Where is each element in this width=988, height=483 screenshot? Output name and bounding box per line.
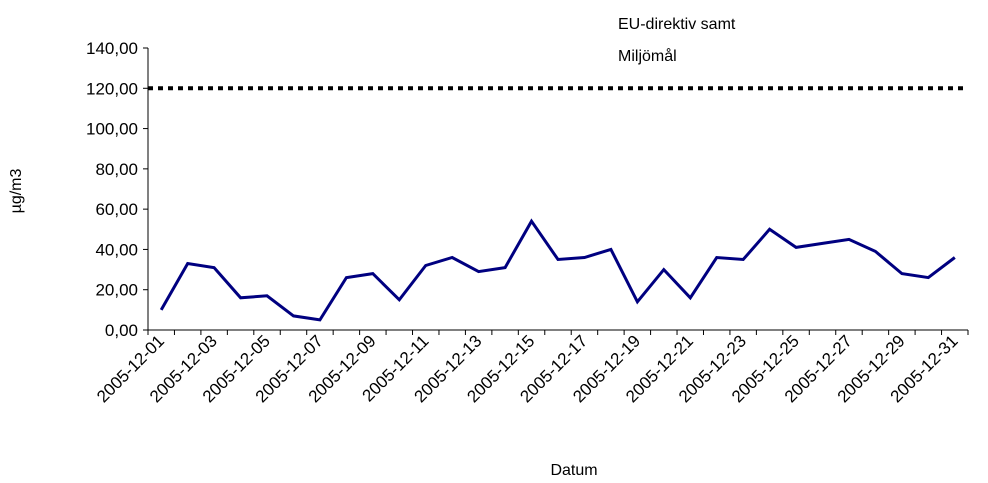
- reference-line-label-line: EU-direktiv samt: [618, 16, 736, 33]
- y-axis-ticks: 0,00 20,00 40,00 60,00 80,00 100,00 120,00 140,…: [86, 39, 148, 340]
- y-axis-title: µg/m3: [8, 169, 25, 214]
- y-tick-label: 140,00: [86, 39, 138, 58]
- reference-line-label: EU-direktiv samt Miljömål: [618, 16, 736, 65]
- y-tick-label: 80,00: [95, 160, 138, 179]
- y-tick-label: 60,00: [95, 200, 138, 219]
- y-tick-label: 40,00: [95, 240, 138, 259]
- y-tick-label: 20,00: [95, 281, 138, 300]
- y-tick-label: 0,00: [105, 321, 138, 340]
- x-axis-ticks: 2005-12-012005-12-032005-12-052005-12-07…: [93, 330, 968, 406]
- y-tick-label: 120,00: [86, 79, 138, 98]
- reference-line-label-line: Miljömål: [618, 47, 677, 65]
- series-line: [161, 221, 955, 320]
- y-tick-label: 100,00: [86, 120, 138, 139]
- x-axis-title: Datum: [550, 462, 597, 479]
